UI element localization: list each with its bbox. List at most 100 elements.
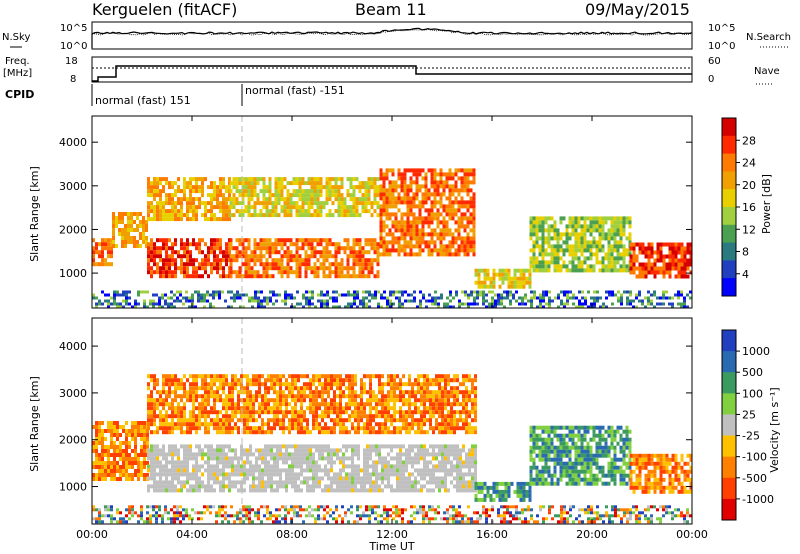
heatmap-cell bbox=[107, 465, 110, 469]
heatmap-cell bbox=[292, 254, 296, 259]
heatmap-cell bbox=[345, 456, 348, 461]
heatmap-cell bbox=[352, 238, 356, 243]
heatmap-cell bbox=[267, 418, 270, 423]
heatmap-cell bbox=[137, 473, 140, 477]
heatmap-cell bbox=[357, 476, 360, 481]
heatmap-cell bbox=[162, 414, 165, 419]
heatmap-cell bbox=[384, 464, 387, 469]
heatmap-cell bbox=[294, 418, 297, 423]
heatmap-cell bbox=[311, 296, 314, 300]
heatmap-cell bbox=[361, 246, 365, 251]
heatmap-cell bbox=[367, 250, 371, 255]
heatmap-cell bbox=[159, 468, 162, 473]
heatmap-cell bbox=[168, 394, 171, 399]
heatmap-cell bbox=[244, 193, 248, 198]
heatmap-cell bbox=[286, 274, 290, 279]
heatmap-cell bbox=[238, 177, 242, 182]
heatmap-cell bbox=[444, 448, 447, 453]
heatmap-cell bbox=[177, 468, 180, 473]
heatmap-cell bbox=[644, 262, 648, 267]
heatmap-cell bbox=[400, 228, 404, 233]
heatmap-cell bbox=[246, 394, 249, 399]
heatmap-cell bbox=[228, 398, 231, 403]
heatmap-cell bbox=[469, 244, 473, 249]
heatmap-cell bbox=[358, 181, 362, 186]
heatmap-cell bbox=[131, 429, 134, 433]
heatmap-cell bbox=[397, 208, 401, 213]
heatmap-cell bbox=[538, 264, 542, 269]
heatmap-cell bbox=[506, 293, 509, 297]
heatmap-cell bbox=[270, 430, 273, 435]
heatmap-cell bbox=[393, 488, 396, 493]
heatmap-cell bbox=[271, 246, 275, 251]
heatmap-cell bbox=[647, 266, 651, 271]
heatmap-cell bbox=[110, 296, 113, 300]
heatmap-cell bbox=[395, 296, 398, 300]
heatmap-cell bbox=[653, 305, 656, 309]
heatmap-cell bbox=[253, 262, 257, 267]
heatmap-cell bbox=[402, 464, 405, 469]
heatmap-cell bbox=[119, 433, 122, 437]
heatmap-cell bbox=[379, 168, 383, 173]
heatmap-cell bbox=[419, 299, 422, 303]
heatmap-cell bbox=[171, 402, 174, 407]
heatmap-cell bbox=[396, 472, 399, 477]
heatmap-cell bbox=[376, 246, 380, 251]
heatmap-cell bbox=[459, 472, 462, 477]
heatmap-cell bbox=[535, 220, 539, 225]
heatmap-cell bbox=[613, 232, 617, 237]
heatmap-cell bbox=[192, 418, 195, 423]
heatmap-cell bbox=[171, 460, 174, 465]
heatmap-cell bbox=[253, 258, 257, 263]
heatmap-cell bbox=[355, 274, 359, 279]
heatmap-cell bbox=[566, 299, 569, 303]
heatmap-cell bbox=[586, 268, 590, 273]
heatmap-cell bbox=[216, 394, 219, 399]
heatmap-cell bbox=[635, 293, 638, 297]
heatmap-cell bbox=[171, 406, 174, 411]
heatmap-cell bbox=[107, 238, 110, 243]
heatmap-cell bbox=[294, 484, 297, 489]
heatmap-cell bbox=[358, 242, 362, 247]
heatmap-cell bbox=[253, 193, 257, 198]
velocity-heatmap bbox=[92, 374, 693, 524]
heatmap-cell bbox=[156, 484, 159, 489]
heatmap-cell bbox=[359, 302, 362, 306]
heatmap-cell bbox=[340, 201, 344, 206]
heatmap-cell bbox=[680, 293, 683, 297]
heatmap-cell bbox=[186, 274, 189, 279]
heatmap-cell bbox=[252, 418, 255, 423]
heatmap-cell bbox=[361, 270, 365, 275]
heatmap-cell bbox=[535, 232, 539, 237]
heatmap-cell bbox=[210, 205, 213, 210]
heatmap-cell bbox=[289, 238, 293, 243]
heatmap-cell bbox=[240, 452, 243, 457]
heatmap-cell bbox=[541, 232, 545, 237]
heatmap-cell bbox=[298, 205, 302, 210]
heatmap-cell bbox=[345, 488, 348, 493]
heatmap-cell bbox=[183, 374, 186, 379]
heatmap-cell bbox=[383, 290, 386, 294]
heatmap-cell bbox=[165, 456, 168, 461]
heatmap-cell bbox=[324, 488, 327, 493]
heatmap-cell bbox=[188, 305, 191, 309]
heatmap-cell bbox=[626, 296, 629, 300]
heatmap-cell bbox=[568, 248, 572, 253]
heatmap-cell bbox=[668, 262, 672, 267]
heatmap-cell bbox=[259, 238, 263, 243]
heatmap-cell bbox=[195, 484, 198, 489]
heatmap-cell bbox=[427, 208, 431, 213]
heatmap-cell bbox=[207, 246, 210, 251]
heatmap-cell bbox=[216, 378, 219, 383]
heatmap-cell bbox=[186, 246, 189, 251]
heatmap-cell bbox=[417, 456, 420, 461]
heatmap-cell bbox=[295, 270, 299, 275]
heatmap-cell bbox=[273, 382, 276, 387]
heatmap-cell bbox=[303, 390, 306, 395]
heatmap-cell bbox=[434, 299, 437, 303]
heatmap-cell bbox=[153, 185, 156, 190]
heatmap-cell bbox=[216, 444, 219, 449]
heatmap-cell bbox=[270, 476, 273, 481]
heatmap-cell bbox=[198, 488, 201, 493]
heatmap-cell bbox=[401, 293, 404, 297]
